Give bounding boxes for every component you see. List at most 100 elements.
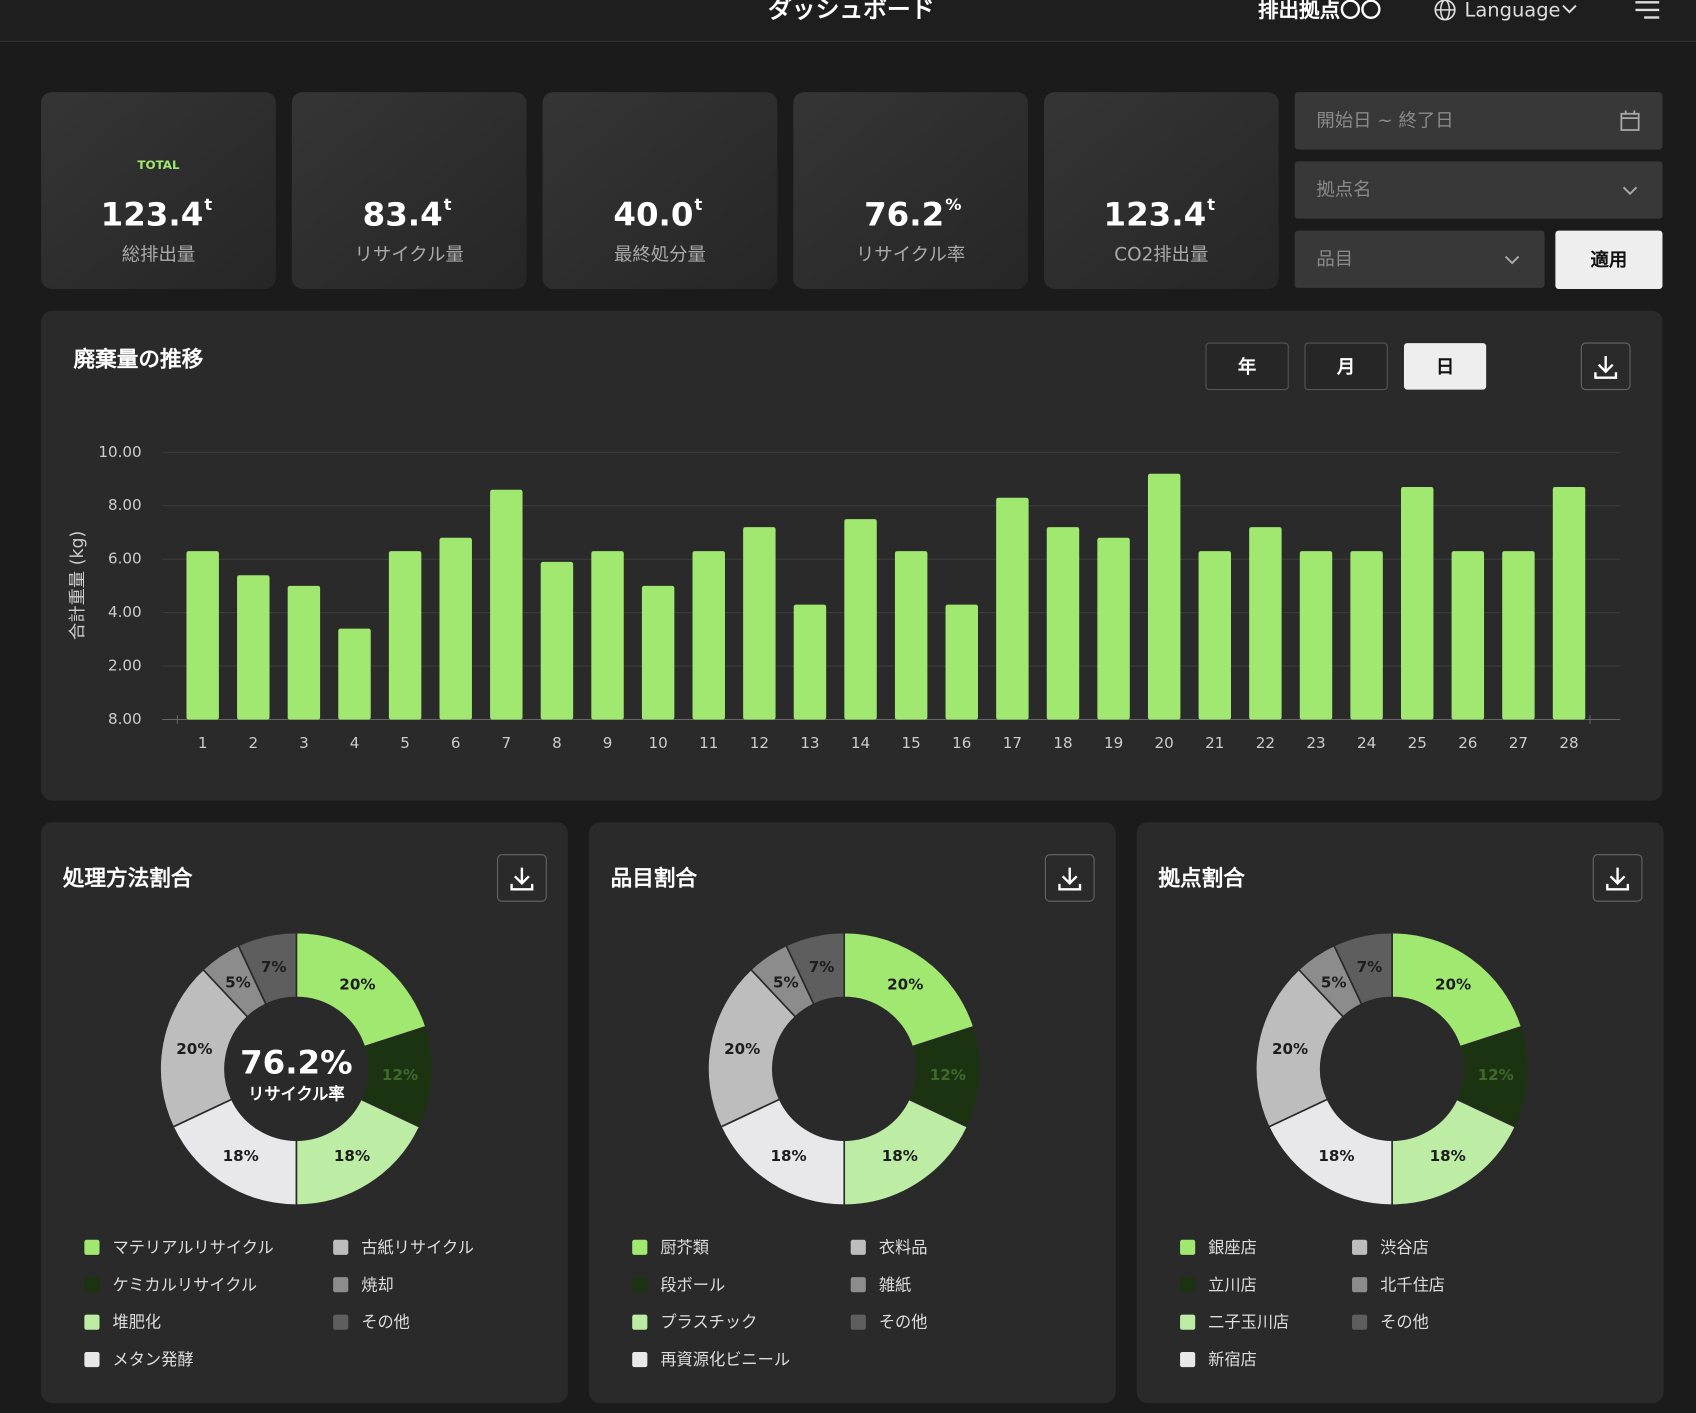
- download-icon[interactable]: [510, 867, 534, 891]
- filter-item[interactable]: 品目: [1294, 230, 1545, 288]
- site-name[interactable]: 排出拠点〇〇: [1258, 0, 1381, 22]
- legend-swatch: [1180, 1314, 1196, 1330]
- legend-swatch: [1180, 1277, 1196, 1293]
- kpi-label: 最終処分量: [614, 244, 706, 265]
- x-tick-label: 17: [1003, 734, 1022, 752]
- segment-label: 12%: [930, 1066, 966, 1084]
- legend-label: 再資源化ビニール: [660, 1350, 790, 1369]
- filter-site[interactable]: 拠点名: [1294, 161, 1663, 219]
- download-button[interactable]: [1580, 342, 1631, 391]
- button-frame[interactable]: [1304, 342, 1388, 391]
- segment-label: 18%: [1430, 1147, 1466, 1165]
- donut-segment: [1254, 968, 1345, 1128]
- center-label: リサイクル率: [248, 1084, 345, 1103]
- button-label[interactable]: 年: [1238, 356, 1256, 378]
- center-value: 76.2%: [240, 1044, 353, 1082]
- segment-label: 20%: [1272, 1040, 1308, 1058]
- download-icon[interactable]: [1594, 356, 1618, 379]
- button-frame[interactable]: [1403, 343, 1487, 390]
- filter-box[interactable]: [1294, 161, 1663, 219]
- chevron-icon[interactable]: [1622, 186, 1638, 196]
- kpi-unit: t: [695, 195, 703, 214]
- bar: [1046, 527, 1080, 720]
- download-icon[interactable]: [1606, 867, 1630, 891]
- download-button[interactable]: [1592, 854, 1643, 902]
- period-button[interactable]: 日: [1403, 343, 1487, 390]
- legend-swatch: [333, 1277, 349, 1293]
- calendar-icon[interactable]: [1620, 110, 1640, 131]
- chevron-icon[interactable]: [1504, 255, 1520, 265]
- filter-date[interactable]: 開始日 ~ 終了日: [1294, 92, 1663, 150]
- download-button[interactable]: [1044, 854, 1095, 902]
- segment-label: 5%: [773, 973, 799, 991]
- segment-label: 7%: [261, 958, 287, 976]
- x-tick-label: 26: [1458, 734, 1477, 752]
- button-frame[interactable]: [497, 854, 547, 902]
- segment-label: 5%: [1321, 973, 1347, 991]
- legend-label: 雑紙: [879, 1275, 911, 1294]
- x-tick-label: 20: [1155, 734, 1174, 752]
- donut-segment: [1391, 931, 1523, 1048]
- language-label[interactable]: Language: [1465, 0, 1561, 22]
- menu-button[interactable]: [1635, 1, 1660, 19]
- button-label[interactable]: 月: [1336, 357, 1355, 378]
- button-label[interactable]: 適用: [1591, 249, 1628, 271]
- button-frame[interactable]: [1044, 854, 1095, 902]
- language-selector[interactable]: Language: [1434, 0, 1577, 22]
- legend-label: プラスチック: [660, 1313, 757, 1332]
- apply-button[interactable]: 適用: [1555, 230, 1663, 289]
- x-tick-label: 2: [248, 734, 258, 752]
- segment-label: 18%: [770, 1147, 806, 1165]
- legend-swatch: [850, 1239, 866, 1255]
- button-label[interactable]: 日: [1436, 357, 1454, 378]
- legend-label: マテリアルリサイクル: [112, 1238, 273, 1257]
- bar: [894, 551, 928, 720]
- button-frame[interactable]: [1205, 342, 1289, 391]
- segment-label: 18%: [882, 1147, 918, 1165]
- period-button[interactable]: 年: [1205, 342, 1289, 391]
- segment-label: 7%: [1357, 958, 1383, 976]
- x-tick-label: 15: [902, 734, 921, 752]
- x-tick-label: 1: [198, 734, 208, 752]
- bar: [641, 585, 675, 720]
- chart-card: [588, 822, 1116, 1404]
- legend-swatch: [850, 1314, 866, 1330]
- filter-placeholder[interactable]: 拠点名: [1316, 180, 1371, 201]
- segment-label: 18%: [1318, 1147, 1354, 1165]
- x-tick-label: 25: [1408, 734, 1427, 752]
- download-icon[interactable]: [1058, 867, 1082, 891]
- legend-swatch: [84, 1352, 100, 1368]
- filter-box[interactable]: [1294, 230, 1545, 288]
- download-button[interactable]: [497, 854, 547, 902]
- kpi-label: CO2排出量: [1114, 244, 1208, 265]
- chart-title: 拠点割合: [1158, 866, 1245, 892]
- filter-placeholder[interactable]: 品目: [1316, 249, 1353, 270]
- kpi-value: 83.4: [363, 196, 443, 234]
- legend-swatch: [333, 1239, 349, 1255]
- segment-label: 20%: [176, 1040, 212, 1058]
- bar: [338, 628, 371, 720]
- segment-label: 7%: [809, 958, 835, 976]
- legend-label: 焼却: [361, 1275, 393, 1294]
- legend-swatch: [1352, 1277, 1368, 1293]
- button-frame[interactable]: [1580, 342, 1631, 391]
- filter-placeholder[interactable]: 開始日 ~ 終了日: [1316, 110, 1453, 131]
- segment-label: 20%: [339, 975, 375, 993]
- legend-swatch: [632, 1277, 648, 1293]
- filter-box[interactable]: [1294, 92, 1663, 150]
- legend-label: 銀座店: [1208, 1238, 1257, 1257]
- period-button[interactable]: 月: [1304, 342, 1388, 391]
- button-frame[interactable]: [1555, 230, 1663, 289]
- bar: [490, 489, 523, 720]
- x-tick-label: 8: [552, 734, 562, 752]
- legend-swatch: [632, 1352, 648, 1368]
- segment-label: 20%: [1435, 975, 1471, 993]
- donut-segment: [237, 931, 298, 1006]
- legend-swatch: [84, 1239, 100, 1255]
- x-tick-label: 13: [800, 734, 819, 752]
- button-frame[interactable]: [1592, 854, 1643, 902]
- chart-title: 処理方法割合: [63, 866, 193, 892]
- legend-label: その他: [361, 1313, 410, 1332]
- kpi-value: 123.4: [1104, 196, 1207, 234]
- kpi-value: 40.0: [613, 196, 693, 234]
